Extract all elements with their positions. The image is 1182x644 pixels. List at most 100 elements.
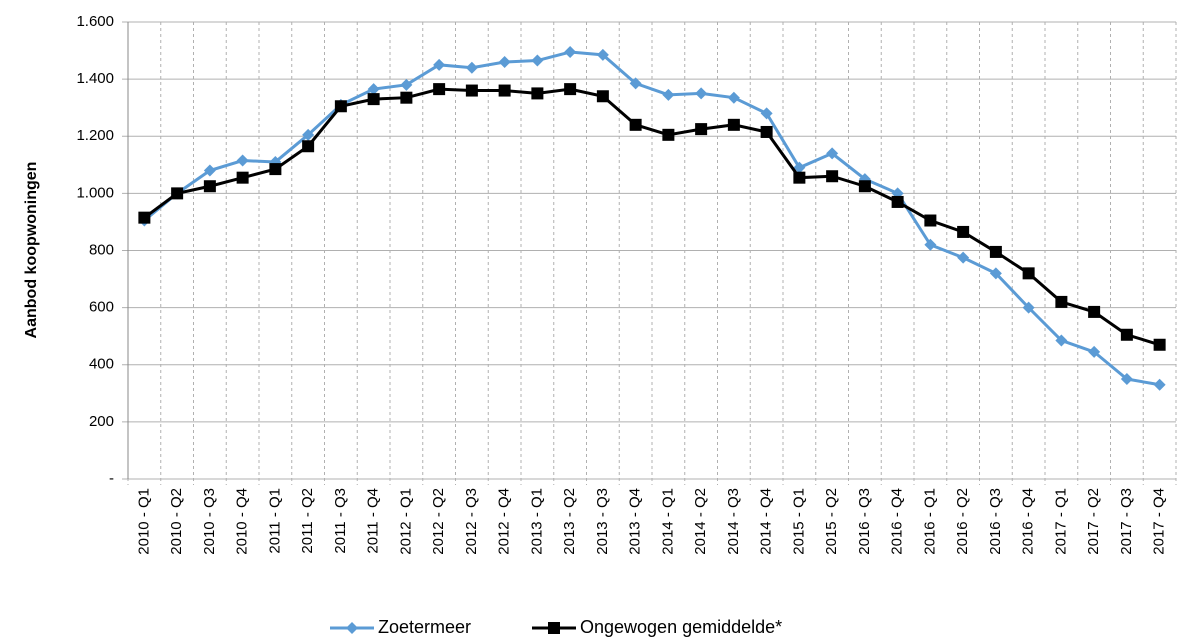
point <box>138 211 151 224</box>
x-tick-label: 2016 - Q1 <box>921 488 938 555</box>
point <box>564 45 577 58</box>
x-tick-label: 2017 - Q3 <box>1118 488 1135 555</box>
point <box>662 88 675 101</box>
point <box>1153 338 1166 351</box>
x-tick-label: 2016 - Q3 <box>856 488 873 555</box>
x-tick-label: 2017 - Q4 <box>1151 488 1168 555</box>
y-tick-label: 1.400 <box>76 70 114 87</box>
y-axis-label: Aanbod koopwoningen <box>23 162 40 339</box>
point <box>957 251 970 264</box>
x-tick-label: 2010 - Q3 <box>201 488 218 555</box>
y-tick-label: 400 <box>89 356 114 373</box>
point <box>760 125 773 138</box>
x-tick-label: 2016 - Q2 <box>954 488 971 555</box>
y-tick-label: 800 <box>89 241 114 258</box>
point <box>629 118 642 131</box>
point <box>400 78 413 91</box>
point <box>531 87 544 100</box>
point <box>793 171 806 184</box>
point <box>302 140 315 153</box>
point <box>1120 373 1133 386</box>
x-tick-label: 2013 - Q3 <box>594 488 611 555</box>
point <box>957 225 970 238</box>
point <box>433 83 446 96</box>
point <box>1088 345 1101 358</box>
point <box>596 90 609 103</box>
legend-marker <box>548 622 560 634</box>
x-tick-label: 2015 - Q2 <box>823 488 840 555</box>
point <box>171 187 184 200</box>
point <box>498 55 511 68</box>
x-tick-label: 2014 - Q1 <box>659 488 676 555</box>
point <box>302 128 315 141</box>
y-tick-label: 600 <box>89 299 114 316</box>
y-tick-label: 1.000 <box>76 184 114 201</box>
x-tick-label: 2013 - Q2 <box>561 488 578 555</box>
point <box>400 91 413 104</box>
point <box>531 54 544 67</box>
x-tick-label: 2016 - Q4 <box>889 488 906 555</box>
point <box>367 83 380 96</box>
x-tick-label: 2016 - Q4 <box>1020 488 1037 555</box>
point <box>596 48 609 61</box>
point <box>498 84 511 97</box>
point <box>629 77 642 90</box>
x-tick-label: 2011 - Q1 <box>266 488 283 554</box>
legend-marker <box>346 622 358 634</box>
point <box>924 214 937 227</box>
legend-label: Zoetermeer <box>378 617 471 637</box>
x-tick-label: 2016 - Q3 <box>987 488 1004 555</box>
y-tick-label: 1.200 <box>76 127 114 144</box>
x-tick-label: 2014 - Q2 <box>692 488 709 555</box>
x-tick-label: 2010 - Q4 <box>234 488 251 555</box>
point <box>891 195 904 208</box>
x-tick-label: 2013 - Q1 <box>528 488 545 555</box>
point <box>367 93 380 106</box>
point <box>465 84 478 97</box>
point <box>1120 328 1133 341</box>
legend-label: Ongewogen gemiddelde* <box>580 617 782 637</box>
point <box>695 87 708 100</box>
x-tick-label: 2010 - Q2 <box>168 488 185 555</box>
x-tick-label: 2017 - Q2 <box>1085 488 1102 555</box>
point <box>924 238 937 251</box>
point <box>564 83 577 96</box>
point <box>433 58 446 71</box>
point <box>1022 267 1035 280</box>
x-tick-label: 2012 - Q4 <box>496 488 513 555</box>
x-tick-label: 2012 - Q1 <box>397 488 414 555</box>
x-tick-label: 2017 - Q1 <box>1052 488 1069 555</box>
x-tick-label: 2013 - Q4 <box>627 488 644 555</box>
point <box>465 61 478 74</box>
x-tick-label: 2011 - Q2 <box>299 488 316 554</box>
point <box>760 107 773 120</box>
x-tick-label: 2014 - Q3 <box>725 488 742 555</box>
point <box>203 164 216 177</box>
point <box>989 267 1002 280</box>
x-tick-label: 2011 - Q3 <box>332 488 349 554</box>
point <box>858 180 871 193</box>
point <box>989 245 1002 258</box>
y-tick-label: 1.600 <box>76 13 114 30</box>
point <box>203 180 216 193</box>
x-tick-label: 2014 - Q4 <box>758 488 775 555</box>
point <box>727 118 740 131</box>
point <box>236 171 249 184</box>
x-tick-label: 2010 - Q1 <box>135 488 152 555</box>
point <box>334 100 347 113</box>
point <box>1022 301 1035 314</box>
point <box>793 161 806 174</box>
point <box>695 123 708 136</box>
point <box>269 163 282 176</box>
point <box>1055 334 1068 347</box>
point <box>727 91 740 104</box>
point <box>1153 378 1166 391</box>
x-tick-label: 2012 - Q2 <box>430 488 447 555</box>
series-line <box>143 50 1160 387</box>
point <box>826 170 839 183</box>
y-tick-label: - <box>109 470 114 487</box>
x-tick-label: 2012 - Q3 <box>463 488 480 555</box>
point <box>236 154 249 167</box>
x-tick-label: 2015 - Q1 <box>790 488 807 555</box>
